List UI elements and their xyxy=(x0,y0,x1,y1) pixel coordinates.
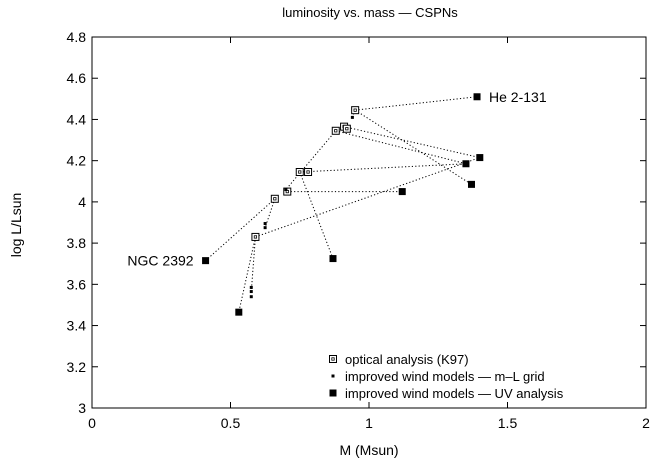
ticks-group: 0 0.5 1 1.5 2 3 3.2 3.4 3.6 3.8 4 4.2 4.4 4.6 4.8 xyxy=(67,29,650,431)
point-open-square-outer xyxy=(304,168,313,177)
y-tick-label: 3.6 xyxy=(67,276,87,292)
point-open-square-inner xyxy=(345,127,349,131)
connection-line xyxy=(355,96,478,111)
legend-swatch xyxy=(329,355,337,363)
point-filled-square xyxy=(476,154,484,162)
point-open-square-inner xyxy=(353,108,357,112)
x-axis-label: M (Msun) xyxy=(339,442,398,458)
point-open-square-outer xyxy=(295,168,304,177)
point-small-dot xyxy=(350,115,354,119)
legend-swatch-inner xyxy=(331,357,335,361)
x-tick-label: 1.5 xyxy=(498,415,518,431)
x-tick-label: 0.5 xyxy=(221,415,241,431)
connection-line xyxy=(205,198,276,262)
connection-line xyxy=(299,163,466,173)
legend-label: improved wind models — UV analysis xyxy=(345,386,564,401)
point-filled-square xyxy=(235,308,243,316)
point-annotation: NGC 2392 xyxy=(127,253,193,269)
annotations-group: He 2-131 NGC 2392 xyxy=(127,89,546,269)
point-filled-square xyxy=(329,255,337,263)
point-filled-square xyxy=(202,257,210,265)
y-tick-label: 4.8 xyxy=(67,29,87,45)
legend-swatch xyxy=(331,374,335,378)
point-open-square xyxy=(304,168,313,177)
point-open-square-outer xyxy=(270,194,279,203)
y-tick-label: 4 xyxy=(78,194,86,210)
y-tick-label: 3.8 xyxy=(67,235,87,251)
point-annotation: He 2-131 xyxy=(489,89,547,105)
point-open-square-outer xyxy=(351,106,360,115)
point-small-dot xyxy=(284,188,288,192)
y-tick-label: 3 xyxy=(78,400,86,416)
y-axis-label: log L/Lsun xyxy=(8,193,24,258)
connection-line xyxy=(238,236,256,313)
point-small-dot xyxy=(249,290,253,294)
point-open-square xyxy=(342,124,351,133)
point-small-dot xyxy=(263,226,267,230)
legend-swatch-outer xyxy=(329,355,337,363)
point-open-square-outer xyxy=(331,126,340,135)
legend-label: improved wind models — m–L grid xyxy=(345,369,545,384)
connection-line xyxy=(343,126,480,159)
y-tick-label: 3.2 xyxy=(67,359,87,375)
point-open-square xyxy=(251,232,260,241)
y-tick-label: 4.2 xyxy=(67,153,87,169)
y-tick-label: 4.4 xyxy=(67,111,87,127)
point-filled-square xyxy=(467,180,475,188)
point-filled-square xyxy=(473,93,481,101)
point-open-square-inner xyxy=(298,170,302,174)
y-tick-label: 3.4 xyxy=(67,318,87,334)
point-open-square-outer xyxy=(251,232,260,241)
point-open-square xyxy=(331,126,340,135)
connection-line xyxy=(354,109,472,185)
point-open-square-inner xyxy=(253,235,258,239)
point-open-square xyxy=(295,168,304,177)
point-small-dot xyxy=(263,222,267,226)
x-tick-label: 1 xyxy=(365,415,373,431)
point-small-dot xyxy=(249,295,253,299)
point-filled-square xyxy=(462,160,470,168)
point-open-square-inner xyxy=(306,170,310,174)
marks-group xyxy=(202,93,484,316)
connection-line xyxy=(285,130,337,190)
x-tick-label: 2 xyxy=(642,415,650,431)
point-open-square-inner xyxy=(334,129,338,133)
legend-label: optical analysis (K97) xyxy=(345,352,469,367)
y-tick-label: 4.6 xyxy=(67,70,87,86)
connections-group xyxy=(205,96,480,313)
point-open-square xyxy=(270,194,279,203)
connection-line xyxy=(255,157,480,238)
chart-title: luminosity vs. mass — CSPNs xyxy=(282,5,458,20)
connection-line xyxy=(335,130,467,165)
point-filled-square xyxy=(398,188,406,196)
point-open-square xyxy=(351,106,360,115)
point-open-square-inner xyxy=(273,197,277,201)
connection-line xyxy=(250,236,256,292)
point-small-dot xyxy=(249,285,253,289)
legend-swatch xyxy=(329,389,337,397)
x-tick-label: 0 xyxy=(88,415,96,431)
point-open-square-outer xyxy=(342,124,351,133)
legend: optical analysis (K97) improved wind mode… xyxy=(329,352,564,401)
